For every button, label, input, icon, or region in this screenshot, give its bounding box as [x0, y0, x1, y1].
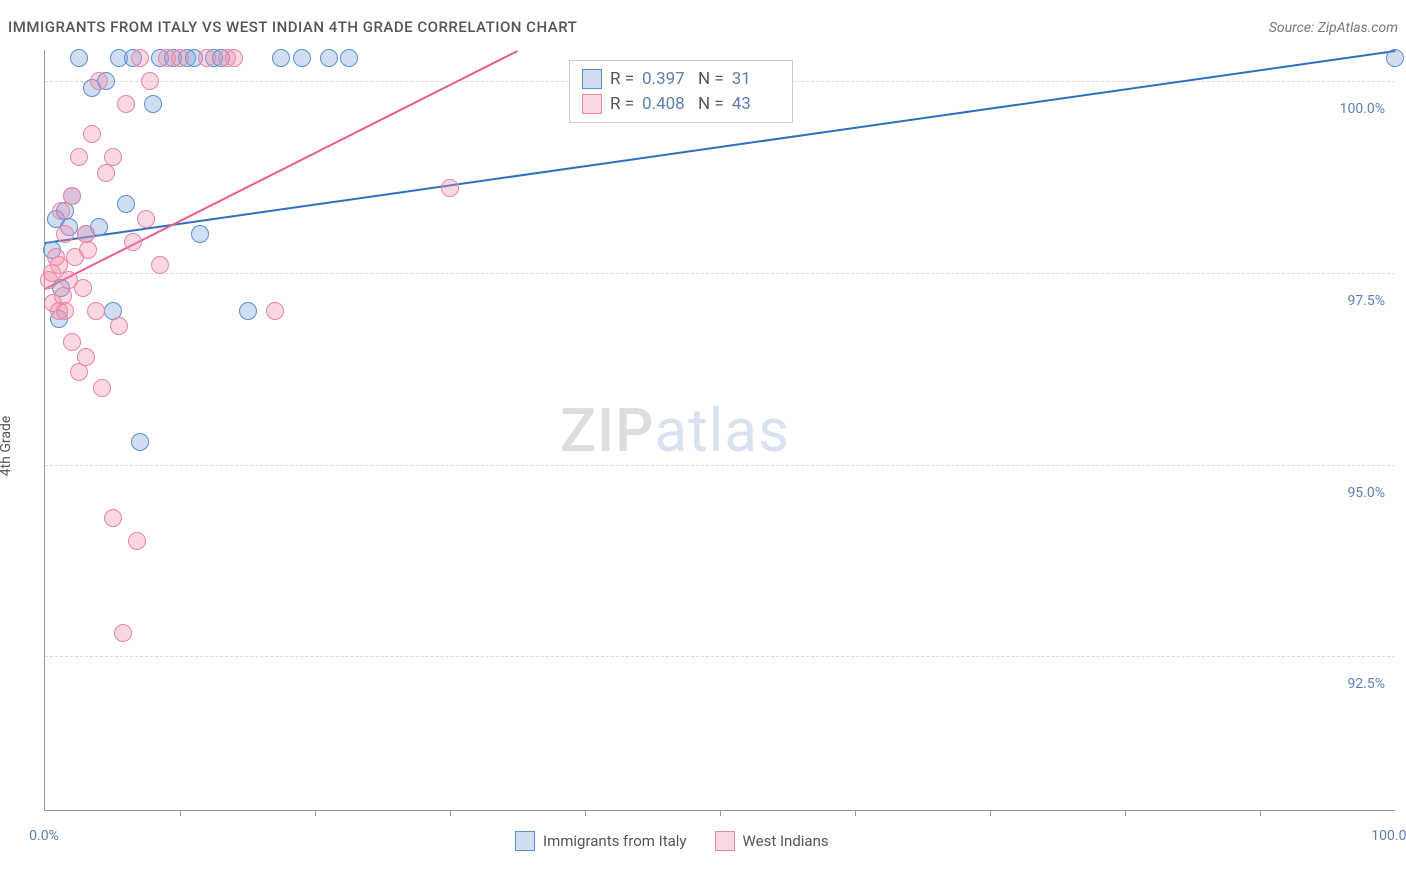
data-point	[151, 256, 169, 274]
x-tick	[1125, 810, 1126, 816]
chart-title: IMMIGRANTS FROM ITALY VS WEST INDIAN 4TH…	[8, 18, 577, 36]
data-point	[63, 333, 81, 351]
data-point	[110, 317, 128, 335]
y-axis-label: 4th Grade	[0, 416, 14, 477]
correlation-legend: R = 0.397 N = 31 R = 0.408 N = 43	[569, 60, 793, 123]
title-bar: IMMIGRANTS FROM ITALY VS WEST INDIAN 4TH…	[8, 18, 1398, 36]
x-tick	[180, 810, 181, 816]
trend-line	[45, 50, 518, 290]
data-point	[239, 302, 257, 320]
data-point	[1386, 49, 1404, 67]
data-point	[97, 164, 115, 182]
legend-n-label: N =	[698, 92, 724, 117]
legend-swatch	[582, 94, 602, 114]
x-tick-label: 100.0%	[1371, 828, 1406, 844]
data-point	[128, 532, 146, 550]
data-point	[83, 125, 101, 143]
x-tick	[855, 810, 856, 816]
x-tick-label: 0.0%	[29, 828, 59, 844]
data-point	[63, 187, 81, 205]
series-legend: Immigrants from Italy West Indians	[515, 831, 829, 851]
legend-series-name: West Indians	[743, 832, 829, 850]
legend-row: R = 0.397 N = 31	[582, 67, 780, 92]
x-tick	[1260, 810, 1261, 816]
legend-swatch	[582, 69, 602, 89]
data-point	[137, 210, 155, 228]
x-tick	[315, 810, 316, 816]
data-point	[117, 195, 135, 213]
legend-row: R = 0.408 N = 43	[582, 92, 780, 117]
gridline	[45, 656, 1395, 657]
data-point	[225, 49, 243, 67]
data-point	[144, 95, 162, 113]
data-point	[272, 49, 290, 67]
y-tick-label: 95.0%	[1347, 485, 1385, 501]
scatter-plot: 100.0% 97.5% 95.0% 92.5%	[44, 50, 1395, 811]
data-point	[141, 72, 159, 90]
gridline	[45, 465, 1395, 466]
y-tick-label: 92.5%	[1347, 676, 1385, 692]
data-point	[56, 302, 74, 320]
data-point	[131, 433, 149, 451]
data-point	[70, 49, 88, 67]
data-point	[56, 225, 74, 243]
data-point	[320, 49, 338, 67]
data-point	[70, 363, 88, 381]
data-point	[77, 348, 95, 366]
data-point	[266, 302, 284, 320]
x-tick	[450, 810, 451, 816]
legend-n-value: 31	[732, 67, 780, 92]
legend-n-value: 43	[732, 92, 780, 117]
data-point	[124, 233, 142, 251]
y-tick-label: 100.0%	[1340, 101, 1385, 117]
y-tick-label: 97.5%	[1347, 293, 1385, 309]
data-point	[198, 49, 216, 67]
legend-n-label: N =	[698, 67, 724, 92]
x-tick	[990, 810, 991, 816]
data-point	[93, 379, 111, 397]
x-tick	[585, 810, 586, 816]
gridline	[45, 273, 1395, 274]
data-point	[70, 148, 88, 166]
legend-item: Immigrants from Italy	[515, 831, 687, 851]
legend-r-label: R =	[610, 92, 634, 117]
legend-swatch	[515, 831, 535, 851]
data-point	[191, 225, 209, 243]
data-point	[171, 49, 189, 67]
legend-item: West Indians	[715, 831, 829, 851]
x-tick	[720, 810, 721, 816]
data-point	[441, 179, 459, 197]
legend-r-value: 0.397	[642, 67, 690, 92]
data-point	[293, 49, 311, 67]
legend-swatch	[715, 831, 735, 851]
data-point	[52, 202, 70, 220]
source-label: Source: ZipAtlas.com	[1269, 20, 1398, 36]
data-point	[90, 72, 108, 90]
data-point	[117, 95, 135, 113]
data-point	[114, 624, 132, 642]
data-point	[104, 148, 122, 166]
data-point	[87, 302, 105, 320]
data-point	[104, 509, 122, 527]
legend-r-label: R =	[610, 67, 634, 92]
legend-r-value: 0.408	[642, 92, 690, 117]
data-point	[79, 241, 97, 259]
data-point	[74, 279, 92, 297]
data-point	[340, 49, 358, 67]
legend-series-name: Immigrants from Italy	[543, 832, 687, 850]
data-point	[131, 49, 149, 67]
